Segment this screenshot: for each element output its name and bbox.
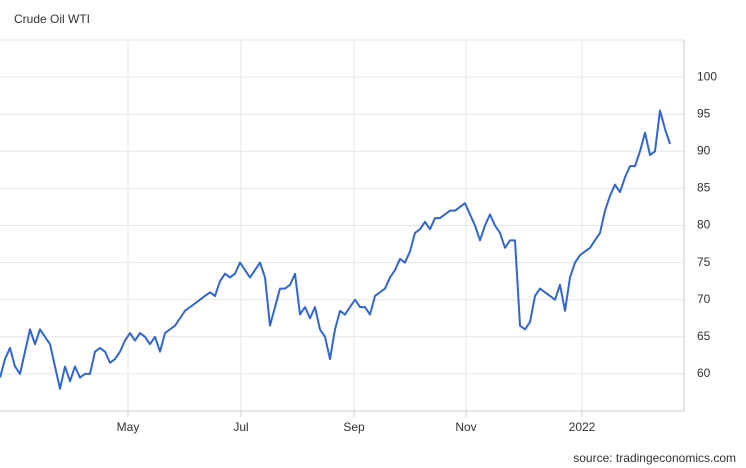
- y-tick-label: 75: [697, 255, 711, 269]
- y-tick-label: 90: [697, 143, 711, 157]
- y-tick-label: 65: [697, 329, 711, 343]
- y-tick-label: 100: [697, 69, 717, 83]
- x-tick-label: 2022: [569, 420, 596, 434]
- y-tick-label: 70: [697, 292, 711, 306]
- y-tick-label: 85: [697, 181, 711, 195]
- price-line: [0, 109, 671, 390]
- x-tick-label: Nov: [455, 420, 476, 434]
- source-note: source: tradingeconomics.com: [573, 451, 736, 465]
- y-tick-label: 60: [697, 366, 711, 380]
- chart-title: Crude Oil WTI: [14, 12, 90, 26]
- y-tick-label: 80: [697, 218, 711, 232]
- x-tick-label: May: [117, 420, 140, 434]
- x-tick-label: Jul: [233, 420, 248, 434]
- x-tick-label: Sep: [343, 420, 365, 434]
- y-tick-label: 95: [697, 106, 711, 120]
